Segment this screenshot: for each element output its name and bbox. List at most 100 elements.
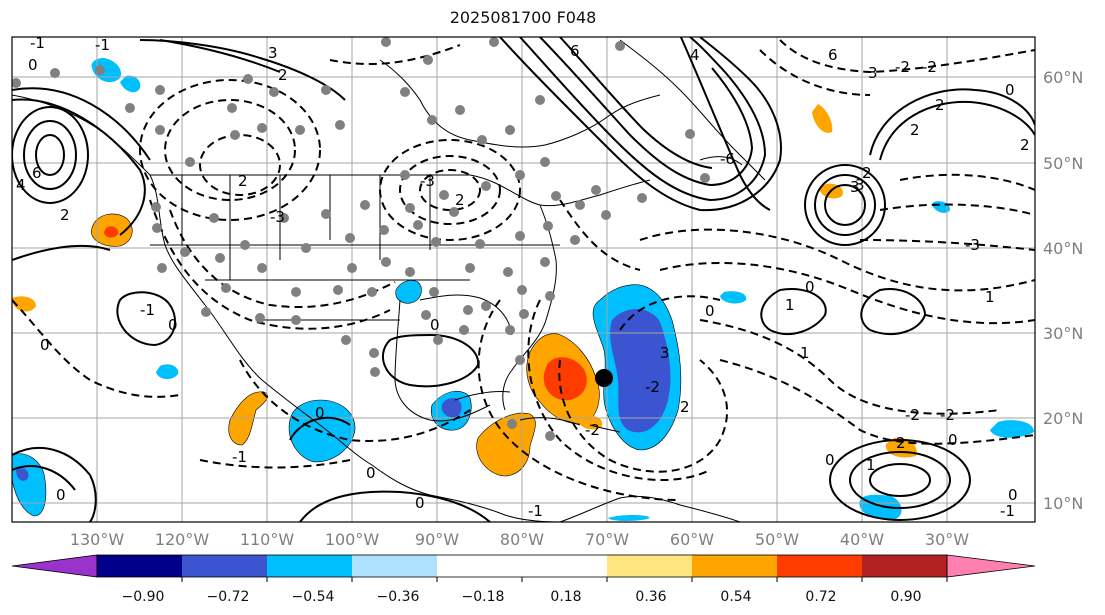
contour-label: 2 [935,96,945,114]
lon-label: 100°W [325,530,380,549]
solid-contours [12,37,1035,522]
contour-label: 3 [868,64,878,82]
colorbar-segment [607,555,692,577]
colorbar-tick: 0.18 [550,589,581,605]
shaded-fields [12,58,1034,521]
dashed-contours [12,39,1035,501]
contour-label: 6 [32,164,42,182]
colorbar-low-extension [11,554,98,578]
colorbar-segment [267,555,352,577]
lon-label: 110°W [240,530,295,549]
contour-label: 0 [56,486,66,504]
contour-label: 0 [415,494,425,512]
colorbar-tick: −0.90 [122,589,165,605]
contour-label: 1 [985,288,995,306]
orange-region-hispaniola [476,412,536,477]
contour-label: 0 [1008,486,1018,504]
contour-label: 0 [168,316,178,334]
lon-label: 90°W [415,530,459,549]
contour-label: 2 [910,121,920,139]
contour-label: -6 [720,150,735,168]
red-region-bahamas [543,357,587,401]
colorbar-tick: −0.72 [207,589,250,605]
lon-label: 50°W [755,530,799,549]
contour-label: -1 [232,448,247,466]
contour-label: 3 [855,176,865,194]
graticule [12,37,1035,522]
contour-label: 2 [680,398,690,416]
contour-label: 0 [28,56,38,74]
contour-label: 1 [800,344,810,362]
lat-label: 30°N [1043,324,1083,343]
contour-label: -3 [965,236,980,254]
contour-label: 1 [866,456,876,474]
contour-label: 0 [315,404,325,422]
contour-label: 0 [366,464,376,482]
contour-label: -3 [420,172,435,190]
contour-label: 0 [1005,81,1015,99]
lon-label: 70°W [585,530,629,549]
contour-label: 0 [948,431,958,449]
lon-label: 60°W [670,530,714,549]
contour-label-group: -1 -1 0 3 2 6 4 2 -3 2 6 -3 2 -6 4 3 2 2… [16,36,1030,520]
lon-label: 130°W [70,530,125,549]
colorbar-segment [97,555,182,577]
storm-center-marker [595,369,613,387]
colorbar-segment [352,555,437,577]
contour-label: 2 [60,206,70,224]
contour-label: -1 [1000,502,1015,520]
lat-label: 40°N [1043,239,1083,258]
longitude-labels: 130°W 120°W 110°W 100°W 90°W 80°W 70°W 6… [70,530,969,549]
contour-label: -2 [895,58,910,76]
blue-region-atlantic [610,308,671,433]
lon-label: 80°W [500,530,544,549]
contour-label: -3 [270,208,285,226]
contour-label: 4 [690,46,700,64]
contour-label: -2 [940,406,955,424]
lat-label: 10°N [1043,494,1083,513]
latitude-labels: 60°N 50°N 40°N 30°N 20°N 10°N [1043,68,1083,513]
contour-label: 0 [40,336,50,354]
contour-label: 2 [896,434,906,452]
contour-label: 3 [850,178,860,196]
colorbar-segment [437,555,607,577]
contour-label: 6 [828,46,838,64]
observation-dots [12,37,710,441]
colorbar-segment [692,555,777,577]
contour-label: 0 [805,278,815,296]
colorbar-segment [862,555,947,577]
contour-label: 0 [705,302,715,320]
contour-label: -2 [645,378,660,396]
contour-label: 0 [825,451,835,469]
contour-label: 2 [278,66,288,84]
contour-label: -2 [905,406,920,424]
lat-label: 60°N [1043,68,1083,87]
contour-label: 0 [430,316,440,334]
colorbar-high-extension [946,554,1036,578]
lon-label: 120°W [155,530,210,549]
contour-label: 2 [455,191,465,209]
lon-label: 40°W [840,530,884,549]
contour-label: 2 [1020,136,1030,154]
colorbar-tick: 0.54 [720,589,751,605]
lat-label: 20°N [1043,409,1083,428]
contour-label: -2 [922,58,937,76]
colorbar: −0.90 −0.72 −0.54 −0.36 −0.18 0.18 0.36 … [11,554,1036,605]
contour-label: -1 [95,36,110,54]
colorbar-tick: 0.72 [805,589,836,605]
contour-label: 2 [862,164,872,182]
contour-label: 3 [268,44,278,62]
contour-label: 2 [238,172,248,190]
contour-label: 1 [785,296,795,314]
contour-label: -2 [585,421,600,439]
contour-label: -1 [528,502,543,520]
colorbar-segment [777,555,862,577]
cyan-region-florida [395,280,422,304]
contour-label: 4 [16,176,26,194]
contour-label: 3 [660,344,670,362]
map-title: 2025081700 F048 [449,8,597,27]
lon-label: 30°W [925,530,969,549]
colorbar-tick: −0.36 [377,589,420,605]
colorbar-segment [182,555,267,577]
